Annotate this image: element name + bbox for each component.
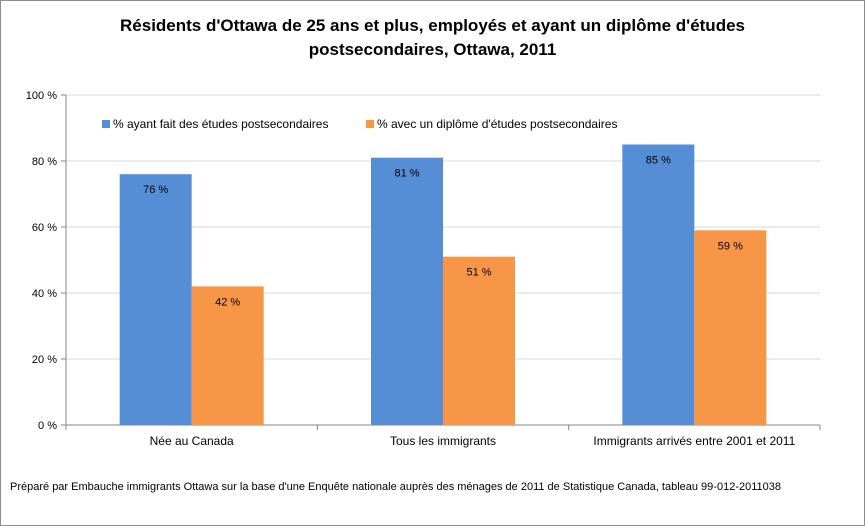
category-label: Immigrants arrivés entre 2001 et 2011 <box>593 434 795 448</box>
data-label: 76 % <box>143 184 168 196</box>
category-label: Née au Canada <box>150 434 234 448</box>
source-note: Préparé par Embauche immigrants Ottawa s… <box>10 481 781 493</box>
bar <box>694 230 767 425</box>
data-label: 81 % <box>394 168 419 180</box>
y-tick-label: 100 % <box>26 90 57 102</box>
bar <box>622 144 695 425</box>
chart-title: Résidents d'Ottawa de 25 ans et plus, em… <box>120 16 745 59</box>
bar <box>191 286 264 425</box>
y-tick-label: 40 % <box>32 288 57 300</box>
bar <box>443 256 515 425</box>
data-label: 42 % <box>215 296 240 308</box>
data-label: 51 % <box>466 267 491 279</box>
legend-label: % avec un diplôme d'études postsecondair… <box>377 117 617 131</box>
y-tick-label: 80 % <box>32 156 57 168</box>
y-tick-label: 0 % <box>38 420 57 432</box>
y-tick-label: 20 % <box>32 354 57 366</box>
y-tick-label: 60 % <box>32 222 57 234</box>
legend-swatch <box>366 120 374 128</box>
category-label: Tous les immigrants <box>390 434 496 448</box>
data-label: 85 % <box>646 155 671 167</box>
legend-label: % ayant fait des études postsecondaires <box>113 117 328 131</box>
data-label: 59 % <box>718 240 743 252</box>
bar <box>119 174 192 425</box>
bar <box>371 157 443 425</box>
legend-swatch <box>102 120 110 128</box>
